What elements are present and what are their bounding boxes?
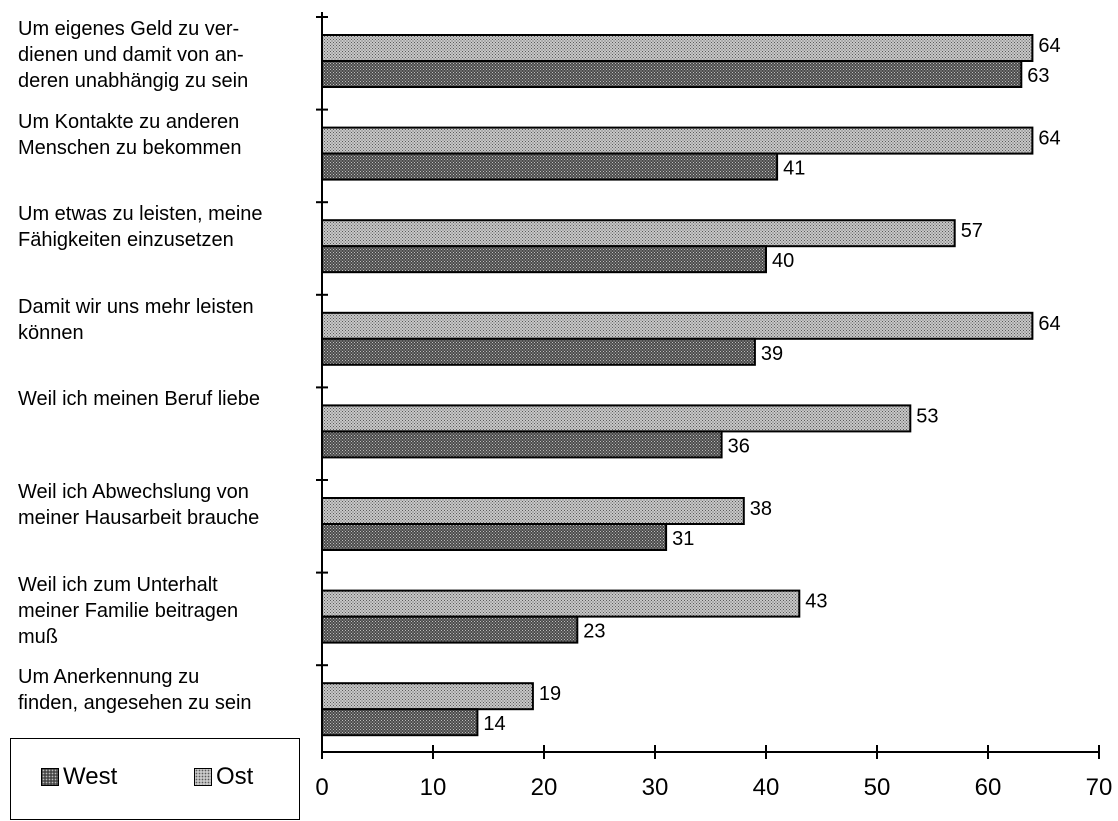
legend-label-west: West xyxy=(63,763,118,790)
bar-west xyxy=(321,523,668,551)
legend-item-ost: Ost xyxy=(194,763,253,791)
value-label-west: 41 xyxy=(783,158,805,180)
value-label-ost: 57 xyxy=(961,220,983,242)
category-label: Um Anerkennung zu finden, angesehen zu se… xyxy=(18,664,318,716)
value-label-west: 36 xyxy=(728,435,750,457)
x-tick-label: 10 xyxy=(420,774,447,801)
value-label-west: 14 xyxy=(483,713,505,735)
bar-west xyxy=(321,615,579,644)
category-label-line: meiner Hausarbeit brauche xyxy=(18,507,260,529)
x-tick-label: 0 xyxy=(315,774,328,801)
value-label-west: 63 xyxy=(1027,65,1049,87)
category-label-line: Weil ich meinen Beruf liebe xyxy=(18,388,260,411)
category-label: Weil ich meinen Beruf liebe xyxy=(18,386,318,412)
bar-west xyxy=(321,152,779,181)
axis-layer: 0 10 20 30 40 50 60 70 xyxy=(315,12,1112,801)
category-label-line: dienen und damit von an- xyxy=(18,44,244,66)
value-label-west: 39 xyxy=(761,343,783,365)
category-label-line: Weil ich Abwechslung von xyxy=(18,481,249,503)
value-label-ost: 53 xyxy=(916,405,938,427)
x-tick-label: 40 xyxy=(753,774,780,801)
category-label-line: Menschen zu bekommen xyxy=(18,136,242,159)
value-label-ost: 38 xyxy=(750,498,772,520)
value-label-ost: 64 xyxy=(1038,128,1060,150)
category-label-line: muß xyxy=(18,625,58,648)
value-label-ost: 64 xyxy=(1038,35,1060,57)
bar-ost xyxy=(321,311,1034,340)
category-label-line: Um Anerkennung zu xyxy=(18,666,200,689)
x-tick-label: 60 xyxy=(975,774,1002,801)
x-tick-label: 70 xyxy=(1086,774,1113,801)
bar-west xyxy=(321,337,756,366)
bar-ost xyxy=(321,682,534,711)
value-label-west: 31 xyxy=(672,528,694,550)
bar-ost xyxy=(321,497,745,525)
x-tick-label: 50 xyxy=(864,774,891,801)
bar-ost xyxy=(321,404,912,433)
category-label: Damit wir uns mehr leisten können xyxy=(18,294,318,346)
category-label-line: Um eigenes Geld zu ver- xyxy=(18,18,240,40)
x-tick-label: 30 xyxy=(642,774,669,801)
category-label-line: finden, angesehen zu sein xyxy=(18,692,252,715)
category-label-line: Damit wir uns mehr leisten xyxy=(18,295,254,318)
bar-west xyxy=(321,60,1023,88)
category-label-line: Um etwas zu leisten, meine xyxy=(18,203,263,226)
category-label-line: Fähigkeiten einzusetzen xyxy=(18,229,234,252)
x-tick-label: 20 xyxy=(531,774,558,801)
bar-ost xyxy=(321,126,1034,155)
bar-west xyxy=(321,430,723,459)
category-label-line: meiner Familie beitragen xyxy=(18,599,239,622)
category-label: Um etwas zu leisten, meine Fähigkeiten ei… xyxy=(18,201,318,253)
category-label-line: deren unabhängig zu sein xyxy=(18,70,249,92)
legend-label-ost: Ost xyxy=(216,763,254,790)
bar-ost xyxy=(321,589,801,618)
category-label-line: können xyxy=(18,321,84,344)
legend-swatch-west xyxy=(41,768,59,786)
bar-west xyxy=(321,708,479,737)
category-label: Weil ich zum Unterhalt meiner Familie bei… xyxy=(18,572,318,650)
category-label-line: Weil ich zum Unterhalt xyxy=(18,573,218,596)
value-label-west: 40 xyxy=(772,250,794,272)
bar-ost xyxy=(321,34,1034,62)
value-label-ost: 19 xyxy=(539,683,561,705)
value-label-west: 23 xyxy=(583,621,605,643)
bar-west xyxy=(321,245,767,274)
bars-layer: 64 63 64 41 57 40 64 39 53 36 38 31 43 23 19 14 xyxy=(321,34,1061,737)
value-label-ost: 43 xyxy=(805,591,827,613)
legend-item-west: West xyxy=(41,763,117,791)
category-label: Weil ich Abwechslung von meiner Hausarbei… xyxy=(18,479,318,531)
category-label: Um eigenes Geld zu ver-dienen und damit … xyxy=(18,16,318,94)
legend: West Ost xyxy=(10,738,300,820)
category-label: Um Kontakte zu anderen Menschen zu bekomm… xyxy=(18,109,318,161)
category-label-line: Um Kontakte zu anderen xyxy=(18,110,240,133)
value-label-ost: 64 xyxy=(1038,313,1060,335)
legend-swatch-ost xyxy=(194,768,212,786)
bar-ost xyxy=(321,219,956,248)
